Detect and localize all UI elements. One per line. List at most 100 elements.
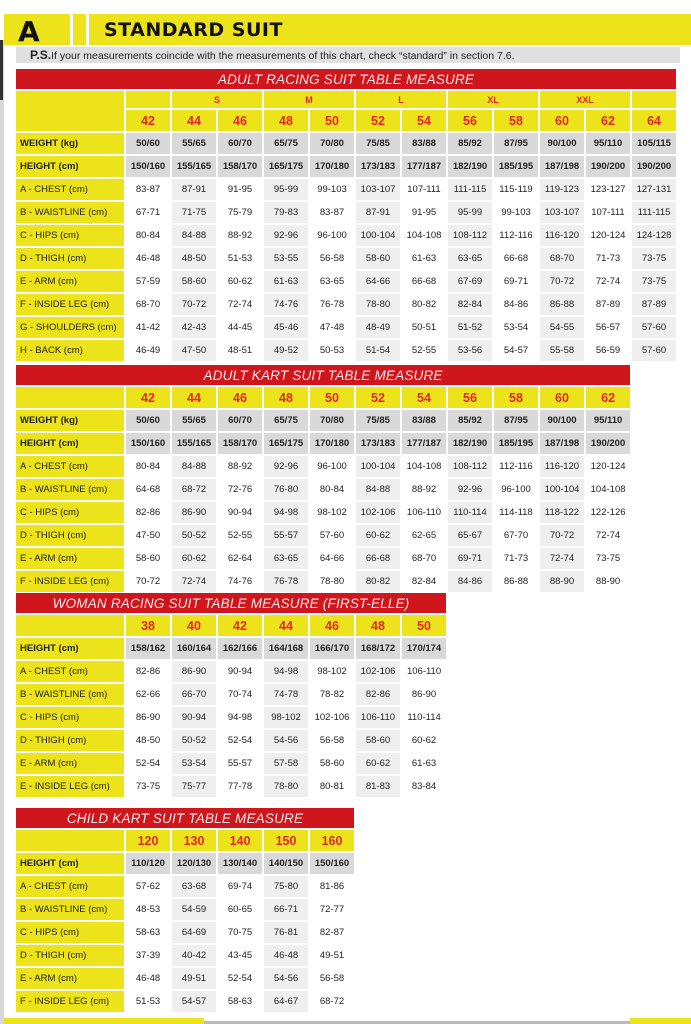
- table-row: A - CHEST (cm) 80-84 84-88 88-92 92-96 96-100…: [16, 456, 631, 477]
- size-header: 60: [540, 387, 584, 408]
- section-header: A STANDARD SUIT: [4, 14, 691, 48]
- table-cell: 170/180: [310, 433, 354, 454]
- table-row: F - INSIDE LEG (cm) 68-70 70-72 72-74 74-76 7…: [16, 294, 677, 315]
- size-header: 58: [494, 387, 538, 408]
- table-cell: 116-120: [540, 225, 584, 246]
- size-header: 48: [264, 387, 308, 408]
- section-letter: A: [18, 15, 40, 48]
- size-group: XXL: [540, 91, 630, 108]
- table-cell: 52-54: [126, 753, 170, 774]
- table-row: E - ARM (cm) 58-60 60-62 62-64 63-65 64-66 66-…: [16, 548, 631, 569]
- divider: [70, 14, 73, 45]
- table-cell: 72-76: [218, 479, 262, 500]
- table-cell: 46-48: [126, 248, 170, 269]
- size-row: 38 40 42 44 46 48 50: [16, 615, 447, 636]
- table-cell: 155/165: [172, 156, 216, 177]
- table-cell: 78-82: [310, 684, 354, 705]
- table-cell: 86-88: [494, 571, 538, 592]
- section-title: STANDARD SUIT: [104, 19, 283, 41]
- adult-racing-table: ADULT RACING SUIT TABLE MEASURE S M L XL XXL 4…: [14, 67, 678, 363]
- table-cell: 56-57: [586, 317, 630, 338]
- table-cell: 110/120: [126, 853, 170, 874]
- table-cell: 56-59: [586, 340, 630, 361]
- size-header: 42: [218, 615, 262, 636]
- size-header: 54: [402, 387, 446, 408]
- row-label: HEIGHT (cm): [16, 433, 124, 454]
- table-cell: 98-102: [310, 502, 354, 523]
- woman-racing-table: WOMAN RACING SUIT TABLE MEASURE (FIRST-E…: [14, 591, 448, 799]
- table-cell: 75/85: [356, 133, 400, 154]
- table-row: A - CHEST (cm) 83-87 87-91 91-95 95-99 99-103…: [16, 179, 677, 200]
- table-cell: 60-62: [218, 271, 262, 292]
- row-label: C - HIPS (cm): [16, 502, 124, 523]
- table-cell: 46-48: [126, 968, 170, 989]
- table-cell: 165/175: [264, 156, 308, 177]
- table-cell: 170/180: [310, 156, 354, 177]
- table-cell: 57-60: [310, 525, 354, 546]
- table-cell: 48-50: [172, 248, 216, 269]
- table-cell: 83-87: [310, 202, 354, 223]
- table-cell: 75-80: [264, 876, 308, 897]
- table-cell: 56-58: [310, 730, 354, 751]
- size-row: 42 44 46 48 50 52 54 56 58 60 62: [16, 387, 631, 408]
- table-cell: 68-70: [126, 294, 170, 315]
- table-cell: 44-45: [218, 317, 262, 338]
- size-group-row: S M L XL XXL: [16, 91, 677, 131]
- table-cell: 111-115: [632, 202, 677, 223]
- table-cell: 177/187: [402, 433, 446, 454]
- table-row: HEIGHT (cm) 150/160 155/165 158/170 165/175 1…: [16, 156, 677, 177]
- table-title: CHILD KART SUIT TABLE MEASURE: [16, 808, 355, 828]
- table-cell: 84-88: [172, 456, 216, 477]
- table-cell: 108-112: [448, 456, 492, 477]
- title-row: WOMAN RACING SUIT TABLE MEASURE (FIRST-E…: [16, 593, 447, 613]
- table-cell: 85/92: [448, 410, 492, 431]
- child-kart-table: CHILD KART SUIT TABLE MEASURE 120 130 140 15…: [14, 806, 356, 1014]
- table-row: E - ARM (cm) 57-59 58-60 60-62 61-63 63-65 64-…: [16, 271, 677, 292]
- table-row: B - WAISTLINE (cm) 62-66 66-70 70-74 74-78 78…: [16, 684, 447, 705]
- row-label: F - INSIDE LEG (cm): [16, 991, 124, 1012]
- table-cell: 103-107: [356, 179, 400, 200]
- row-label: D - THIGH (cm): [16, 945, 124, 966]
- table-cell: 57-58: [264, 753, 308, 774]
- table-cell: 70-72: [540, 525, 584, 546]
- table-cell: 47-50: [172, 340, 216, 361]
- table-cell: 100-104: [356, 225, 400, 246]
- table-cell: 83-84: [402, 776, 447, 797]
- table-cell: 80-84: [310, 479, 354, 500]
- table-cell: 95-99: [448, 202, 492, 223]
- table-cell: 116-120: [540, 456, 584, 477]
- table-cell: 165/175: [264, 433, 308, 454]
- table-cell: 74-78: [264, 684, 308, 705]
- table-cell: 190/200: [586, 156, 630, 177]
- table-row: H - BACK (cm) 46-49 47-50 48-51 49-52 50-53 51…: [16, 340, 677, 361]
- table-row: C - HIPS (cm) 86-90 90-94 94-98 98-102 102-10…: [16, 707, 447, 728]
- table-cell: 63-65: [310, 271, 354, 292]
- table-cell: 182/190: [448, 156, 492, 177]
- size-header: 46: [218, 110, 262, 131]
- table-cell: 52-55: [402, 340, 446, 361]
- table-cell: 177/187: [402, 156, 446, 177]
- table-cell: 82-86: [356, 684, 400, 705]
- table-cell: 47-48: [310, 317, 354, 338]
- table-cell: 72-74: [218, 294, 262, 315]
- size-header: 50: [402, 615, 447, 636]
- size-group: [126, 91, 170, 108]
- table-cell: 78-80: [264, 776, 308, 797]
- table-cell: 50-51: [402, 317, 446, 338]
- table-cell: 96-100: [310, 456, 354, 477]
- row-label: A - CHEST (cm): [16, 876, 124, 897]
- table-cell: 67-70: [494, 525, 538, 546]
- table-cell: 82-84: [402, 571, 446, 592]
- table-cell: 49-52: [264, 340, 308, 361]
- table-cell: 64-66: [310, 548, 354, 569]
- table-cell: 150/160: [126, 156, 170, 177]
- label-header: [16, 615, 124, 636]
- table-cell: 105/115: [632, 133, 677, 154]
- row-label: A - CHEST (cm): [16, 179, 124, 200]
- table-cell: 65/75: [264, 410, 308, 431]
- table-cell: 58-60: [310, 753, 354, 774]
- table-row: WEIGHT (kg) 50/60 55/65 60/70 65/75 70/80 75/8…: [16, 410, 631, 431]
- table-cell: 130/140: [218, 853, 262, 874]
- table-cell: 52-54: [218, 730, 262, 751]
- table-cell: 94-98: [264, 661, 308, 682]
